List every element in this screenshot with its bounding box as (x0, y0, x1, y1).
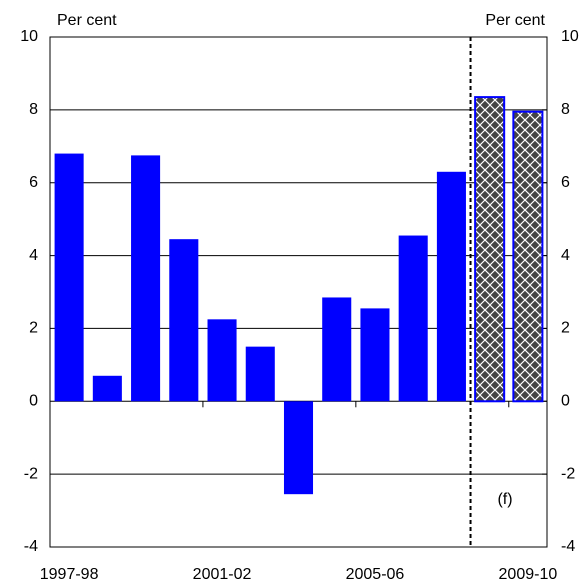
y2-tick-label: 10 (561, 28, 579, 45)
y-tick-label: 4 (29, 247, 38, 264)
y2-tick-label: -4 (561, 538, 575, 555)
y2-tick-label: 0 (561, 393, 570, 410)
bar (398, 235, 428, 402)
x-tick-label: 1997-98 (40, 566, 99, 583)
y-tick-label: -4 (24, 538, 38, 555)
x-tick-label: 2009-10 (499, 566, 558, 583)
bar (283, 401, 314, 495)
bar (54, 153, 84, 402)
x-tick-label: 2001-02 (193, 566, 252, 583)
y2-axis-label: Per cent (485, 12, 545, 29)
bar (92, 375, 122, 402)
bar (131, 155, 161, 402)
bar (512, 110, 544, 403)
y2-tick-label: 6 (561, 174, 570, 191)
y-axis-label: Per cent (57, 12, 117, 29)
x-tick-label: 2005-06 (346, 566, 405, 583)
y-tick-label: 6 (29, 174, 38, 191)
bar (360, 308, 390, 402)
bar (436, 171, 466, 402)
y2-tick-label: 4 (561, 247, 570, 264)
bar (322, 297, 352, 402)
y2-tick-label: -2 (561, 465, 575, 482)
bar (169, 239, 199, 402)
y-tick-label: 2 (29, 320, 38, 337)
plot-frame (49, 36, 548, 548)
bar (207, 319, 237, 402)
y-tick-label: 8 (29, 101, 38, 118)
y-tick-label: 10 (20, 28, 38, 45)
y2-tick-label: 8 (561, 101, 570, 118)
y-tick-label: 0 (29, 393, 38, 410)
bar (245, 346, 275, 402)
annotation: (f) (497, 491, 512, 508)
bar (474, 96, 506, 403)
y2-tick-label: 2 (561, 320, 570, 337)
y-tick-label: -2 (24, 465, 38, 482)
